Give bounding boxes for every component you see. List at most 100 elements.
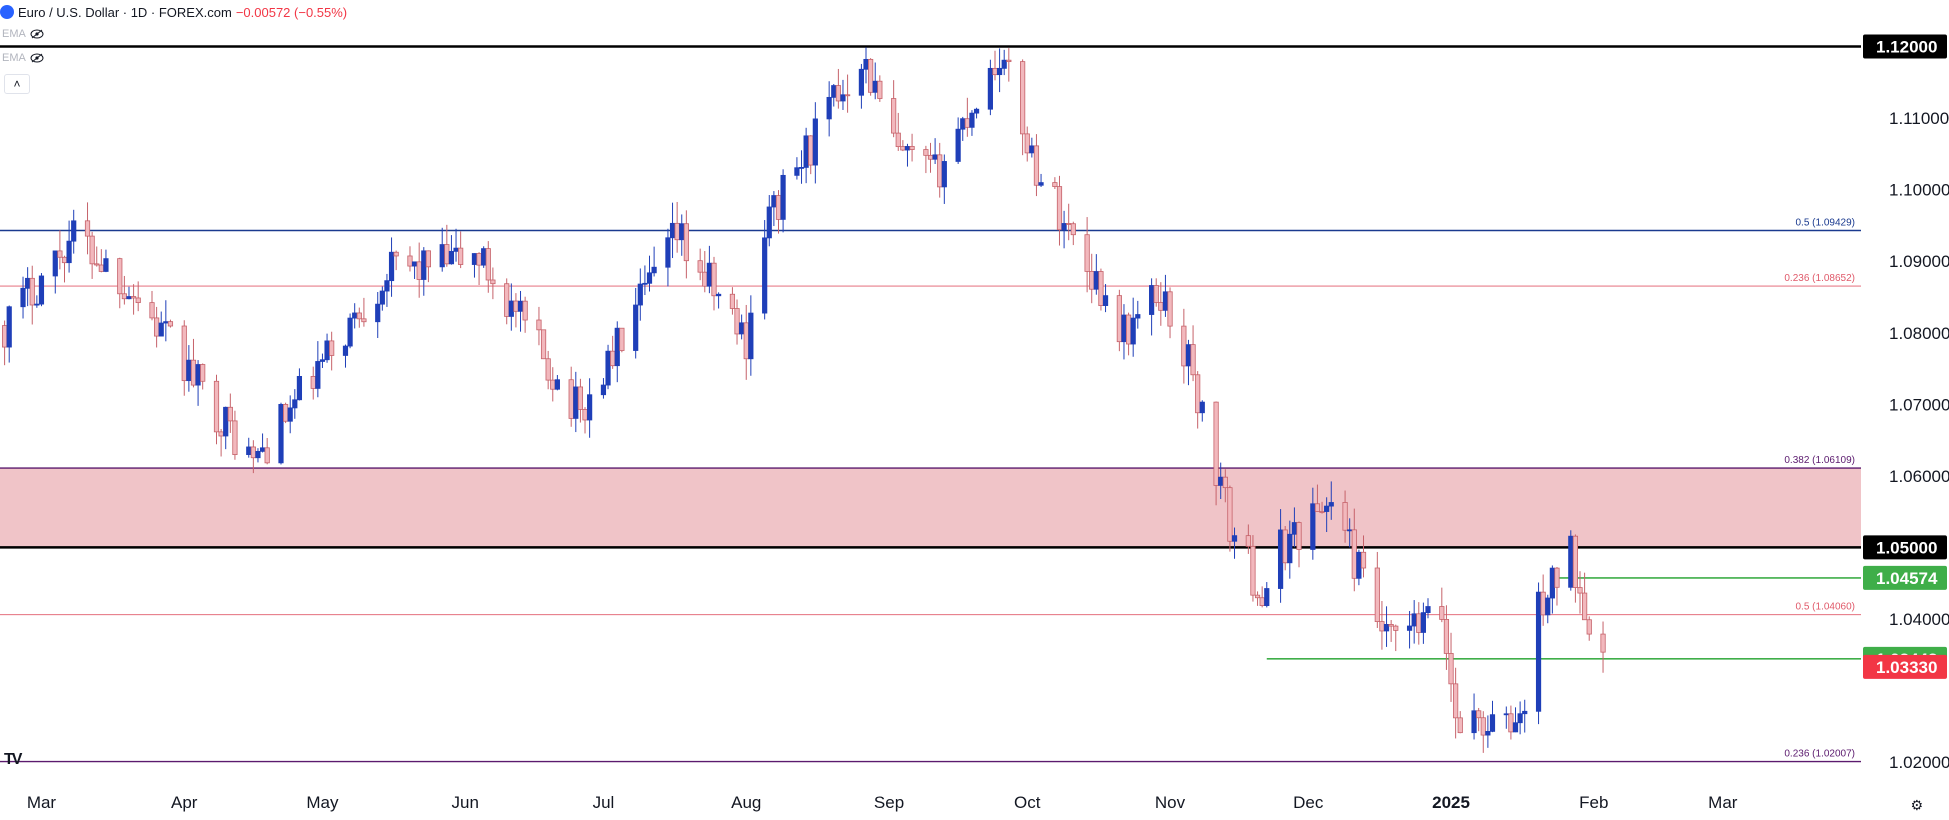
candle-body xyxy=(356,312,362,320)
candle-body xyxy=(1181,325,1187,367)
candle-body xyxy=(739,322,745,335)
candle-body xyxy=(57,250,63,258)
candle-body xyxy=(393,251,399,257)
date-tick-label: Sep xyxy=(874,793,904,812)
candle-body xyxy=(1029,145,1035,154)
candle-body xyxy=(324,340,330,361)
collapse-indicators-button[interactable]: ˄ xyxy=(4,74,30,94)
indicator-ema-2[interactable]: EMA xyxy=(2,52,44,64)
candle-body xyxy=(425,250,431,268)
candle-body xyxy=(1411,613,1417,627)
candle-body xyxy=(411,261,418,267)
candle-body xyxy=(490,279,496,285)
candle-body xyxy=(1324,505,1330,512)
candle-body xyxy=(103,258,109,272)
candle-body xyxy=(34,303,40,306)
candle-body xyxy=(278,403,284,464)
symbol-header[interactable]: Euro / U.S. Dollar · 1D · FOREX.com −0.0… xyxy=(0,3,347,21)
candle-body xyxy=(1066,223,1072,225)
candle-body xyxy=(347,317,353,347)
indicator-label: EMA xyxy=(2,52,26,64)
candle-body xyxy=(1231,535,1238,542)
candle-body xyxy=(633,304,639,351)
candle-body xyxy=(416,261,422,280)
candle-body xyxy=(1254,594,1261,599)
candle-body xyxy=(1222,476,1228,489)
candle-body xyxy=(960,118,966,130)
candle-body xyxy=(964,118,970,128)
fib-level-label: 0.382 (1.06109) xyxy=(1784,455,1855,466)
candle-body xyxy=(1130,317,1136,345)
candle-body xyxy=(550,379,556,390)
candle-body xyxy=(697,260,703,273)
candle-body xyxy=(458,247,464,265)
candle-body xyxy=(573,386,579,419)
candle-body xyxy=(1135,314,1141,319)
candle-body xyxy=(1512,722,1519,733)
candle-body xyxy=(1572,535,1579,588)
price-tick-label: 1.02000 xyxy=(1889,753,1949,772)
candle-body xyxy=(1149,285,1155,315)
candle-body xyxy=(1549,567,1555,599)
price-badge-label: 1.05000 xyxy=(1876,538,1937,557)
candle-body xyxy=(1582,592,1588,621)
price-axis[interactable] xyxy=(1861,0,1949,820)
candle-body xyxy=(1319,511,1325,513)
hidden-eye-icon[interactable] xyxy=(30,53,44,63)
candle-body xyxy=(895,132,901,148)
candle-body xyxy=(674,222,680,241)
candle-body xyxy=(1038,182,1044,186)
candle-body xyxy=(716,293,722,297)
price-badge xyxy=(1863,34,1947,59)
candle-body xyxy=(1167,291,1173,327)
candle-body xyxy=(1277,529,1284,589)
candle-body xyxy=(126,296,132,300)
indicator-ema-1[interactable]: EMA xyxy=(2,28,44,40)
candle-body xyxy=(1020,61,1026,135)
chevron-up-icon: ˄ xyxy=(13,77,21,91)
candle-body xyxy=(1471,710,1477,734)
date-tick-label: Apr xyxy=(171,793,198,812)
candle-body xyxy=(282,403,289,422)
candle-body xyxy=(1443,619,1450,654)
tradingview-logo[interactable]: TV xyxy=(4,751,23,769)
candle-body xyxy=(296,376,303,401)
candle-body xyxy=(582,409,588,421)
candle-body xyxy=(1245,535,1251,547)
candle-body xyxy=(1416,613,1422,633)
candle-body xyxy=(1522,710,1528,715)
candle-body xyxy=(117,258,123,295)
hidden-eye-icon[interactable] xyxy=(30,29,44,39)
candle-body xyxy=(1250,545,1256,596)
candle-body xyxy=(1554,567,1560,588)
candle-body xyxy=(1314,503,1321,512)
candle-body xyxy=(775,195,782,220)
candle-body xyxy=(1388,624,1394,627)
candle-body xyxy=(987,67,993,110)
candle-body xyxy=(891,98,897,134)
candle-body xyxy=(522,300,528,321)
date-tick-label: Jun xyxy=(452,793,479,812)
candle-body xyxy=(310,376,316,389)
candle-body xyxy=(1453,683,1459,719)
candle-body xyxy=(1089,270,1095,290)
chart-settings-button[interactable]: ⚙ xyxy=(1910,797,1923,814)
candle-body xyxy=(1190,344,1196,376)
candle-body xyxy=(1503,713,1509,716)
candle-body xyxy=(1489,714,1496,732)
candle-body xyxy=(6,306,12,348)
price-tick-label: 1.10000 xyxy=(1889,181,1949,200)
candle-body xyxy=(1457,717,1463,734)
candle-body xyxy=(227,406,233,422)
candle-body xyxy=(743,322,749,360)
candle-body xyxy=(831,85,837,98)
candle-body xyxy=(1227,487,1233,542)
candle-body xyxy=(149,302,155,319)
candle-body xyxy=(1098,271,1104,306)
candle-body xyxy=(135,297,141,304)
candle-body xyxy=(812,118,818,166)
candle-body xyxy=(923,149,929,156)
candle-body xyxy=(52,250,58,277)
